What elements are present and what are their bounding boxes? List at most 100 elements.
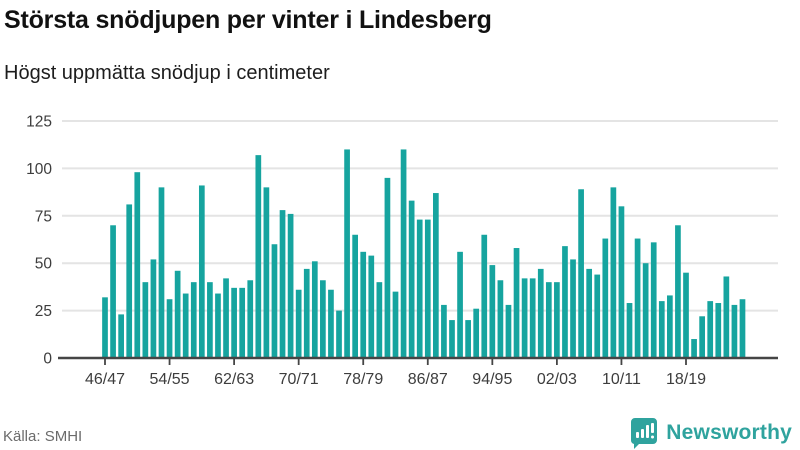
snow-depth-bar-90/91 (457, 251, 463, 358)
x-axis-label-86/87: 86/87 (408, 371, 448, 388)
source-credit: Källa: SMHI (3, 428, 83, 445)
x-axis-label-70/71: 70/71 (279, 371, 319, 388)
snow-depth-bar-96/97 (505, 304, 512, 358)
newsworthy-icon (631, 417, 658, 449)
snow-depth-bar-63/64 (239, 287, 246, 358)
snow-depth-bar-50/51 (134, 172, 141, 358)
y-axis-label-0: 0 (43, 351, 52, 368)
snow-depth-bar-95/96 (497, 280, 504, 358)
snow-depth-bar-75/76 (336, 310, 342, 358)
snow-depth-bar-91/92 (465, 320, 471, 358)
snow-depth-bar-77/78 (352, 234, 358, 358)
newsworthy-logo: Newsworthy (630, 417, 792, 449)
snow-depth-bar-12/13 (634, 238, 641, 358)
snow-depth-bar-06/07 (586, 268, 593, 358)
snow-depth-bar-99/00 (529, 278, 536, 358)
snow-depth-bar-76/77 (344, 149, 350, 358)
snow-depth-bar-46/47 (102, 297, 108, 358)
x-axis-label-46/47: 46/47 (85, 371, 125, 388)
snow-depth-bar-62/63 (231, 287, 237, 358)
snow-depth-bar-18/19 (683, 272, 689, 358)
snow-depth-bar-94/95 (489, 265, 496, 358)
snow-depth-bar-65/66 (255, 155, 262, 358)
y-axis-label-125: 125 (26, 114, 52, 131)
snow-depth-bar-85/86 (416, 219, 423, 358)
y-axis-label-75: 75 (35, 208, 52, 225)
snow-depth-bar-82/83 (392, 291, 399, 358)
snow-depth-bar-01/02 (545, 282, 552, 358)
snow-depth-bar-09/10 (610, 187, 617, 358)
snow-depth-bar-16/17 (667, 295, 673, 358)
snow-depth-bar-64/65 (247, 280, 254, 358)
snow-depth-bar-92/93 (473, 308, 480, 358)
x-axis-label-10/11: 10/11 (602, 371, 641, 388)
snow-depth-bar-19/20 (691, 339, 697, 358)
snow-depth-bar-58/59 (198, 185, 205, 358)
snow-depth-bar-05/06 (578, 189, 584, 358)
snow-depth-bar-59/60 (207, 282, 213, 358)
snow-depth-bar-02/03 (554, 282, 560, 358)
snow-depth-bar-80/81 (376, 282, 383, 358)
snow-depth-bar-52/53 (150, 259, 157, 358)
snow-depth-bar-10/11 (618, 206, 625, 358)
x-axis-label-02/03: 02/03 (537, 371, 577, 388)
chart-subtitle: Högst uppmätta snödjup i centimeter (4, 62, 330, 84)
snow-depth-bar-14/15 (650, 242, 657, 358)
snow-depth-bar-25/26 (739, 299, 746, 358)
snow-depth-bar-53/54 (158, 187, 165, 358)
snow-depth-bar-13/14 (642, 263, 649, 358)
snow-depth-bar-84/85 (408, 200, 415, 358)
snow-depth-bar-79/80 (368, 255, 375, 358)
snow-depth-bar-55/56 (174, 270, 181, 358)
x-axis-label-18/19: 18/19 (666, 371, 706, 388)
snow-depth-bar-54/55 (166, 299, 173, 358)
snow-depth-bar-97/98 (513, 248, 520, 358)
snow-depth-bar-49/50 (126, 204, 133, 358)
snow-depth-bar-68/69 (279, 210, 286, 358)
newsworthy-wordmark: Newsworthy (666, 421, 792, 444)
x-axis-label-94/95: 94/95 (472, 371, 512, 388)
snow-depth-bar-73/74 (320, 280, 326, 358)
y-axis-label-100: 100 (26, 161, 52, 178)
snow-depth-bar-00/01 (537, 268, 544, 358)
snow-depth-bar-61/62 (223, 278, 229, 358)
snow-depth-bar-81/82 (384, 177, 391, 358)
y-axis-label-25: 25 (35, 303, 52, 320)
snow-depth-bar-89/90 (449, 320, 455, 358)
snow-depth-bar-57/58 (190, 282, 197, 358)
snow-depth-bar-22/23 (715, 303, 722, 358)
snow-depth-bar-93/94 (481, 234, 488, 358)
snow-depth-bar-70/71 (295, 289, 302, 358)
snow-depth-bar-23/24 (723, 276, 730, 358)
snow-depth-bar-08/09 (602, 238, 609, 358)
snow-depth-bar-03/04 (562, 246, 568, 358)
snow-depth-bar-88/89 (441, 304, 447, 358)
snow-depth-bar-48/49 (118, 314, 124, 358)
y-axis-label-50: 50 (35, 256, 53, 273)
snow-depth-bar-07/08 (594, 274, 601, 358)
snow-depth-bar-74/75 (328, 289, 334, 358)
snow-depth-bar-04/05 (570, 259, 576, 358)
x-axis-label-54/55: 54/55 (150, 371, 190, 388)
snow-depth-bar-86/87 (424, 219, 431, 358)
snow-depth-bar-24/25 (731, 304, 738, 358)
snow-depth-bar-20/21 (699, 316, 705, 358)
snow-depth-bar-98/99 (521, 278, 528, 358)
snow-depth-bar-51/52 (142, 282, 149, 358)
snow-depth-bar-56/57 (182, 293, 189, 358)
snow-depth-bar-60/61 (215, 293, 221, 358)
snow-depth-bar-17/18 (675, 225, 681, 358)
snow-depth-bar-11/12 (626, 303, 633, 358)
snow-depth-bar-66/67 (263, 187, 270, 358)
snow-depth-bar-78/79 (360, 251, 367, 358)
snow-depth-bar-71/72 (303, 268, 310, 358)
snow-depth-bar-72/73 (311, 261, 318, 358)
x-axis-label-62/63: 62/63 (214, 371, 254, 388)
page-title: Största snödjupen per vinter i Lindesber… (4, 6, 492, 34)
snow-depth-bar-83/84 (400, 149, 407, 358)
snow-depth-bar-15/16 (658, 301, 665, 358)
snow-depth-bar-47/48 (110, 225, 116, 358)
snow-depth-bar-69/70 (287, 213, 294, 358)
